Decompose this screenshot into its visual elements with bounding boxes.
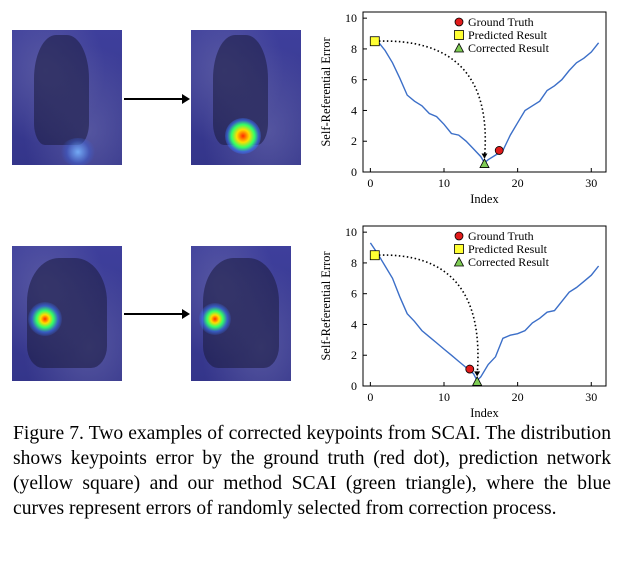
legend-corrected-marker [453, 256, 465, 267]
corrected-marker [479, 158, 490, 168]
correction-path [374, 254, 479, 376]
x-tick-label: 10 [438, 176, 450, 190]
ground-truth-marker [494, 146, 504, 155]
y-tick-label: 6 [351, 287, 357, 301]
x-tick-label: 10 [438, 390, 450, 404]
arrow-right-1 [124, 94, 190, 104]
x-axis-label: Index [470, 406, 499, 420]
corrected-marker [471, 376, 483, 386]
y-tick-label: 10 [345, 225, 357, 239]
plot-frame [362, 225, 607, 387]
y-axis-label: Self-Referential Error [319, 251, 333, 361]
error-chart-1: 0 10 20 30 0 2 4 6 8 10 Index Self-Referential Erro… [319, 11, 607, 206]
error-curve [369, 242, 600, 382]
x-tick-label: 0 [367, 390, 373, 404]
y-tick-label: 0 [351, 165, 357, 179]
legend-entry: Corrected Result [468, 255, 550, 269]
arrow-right-2 [124, 309, 190, 319]
legend-entry: Ground Truth [468, 15, 534, 29]
legend-entry: Predicted Result [468, 28, 548, 42]
y-tick-label: 8 [351, 256, 357, 270]
y-tick-label: 4 [351, 103, 357, 117]
legend-predicted-marker [454, 30, 464, 40]
x-tick-label: 0 [367, 176, 373, 190]
legend-predicted-marker [454, 244, 464, 254]
y-axis-label: Self-Referential Error [319, 37, 333, 147]
x-tick-label: 30 [585, 176, 597, 190]
legend-corrected-marker [453, 42, 465, 53]
legend-entry: Ground Truth [468, 229, 534, 243]
heatmap-peak [28, 302, 62, 336]
x-axis-label: Index [470, 192, 499, 206]
legend-ground-truth-marker [454, 231, 464, 241]
heatmap-input-2 [12, 246, 122, 381]
predicted-marker [369, 36, 380, 47]
legend-ground-truth-marker [454, 17, 464, 27]
heatmap-blob [60, 138, 96, 165]
figure-caption: Figure 7. Two examples of corrected keyp… [13, 423, 611, 519]
heatmap-output-2 [191, 246, 291, 381]
person-silhouette [34, 35, 89, 145]
y-tick-label: 4 [351, 317, 357, 331]
heatmap-peak [225, 118, 261, 154]
plot-frame [362, 11, 607, 173]
ground-truth-marker [465, 364, 475, 374]
x-tick-label: 30 [585, 390, 597, 404]
correction-arrowhead [481, 153, 488, 159]
legend-entry: Predicted Result [468, 242, 548, 256]
error-curve [377, 40, 600, 164]
y-tick-label: 0 [351, 379, 357, 393]
predicted-marker [369, 250, 380, 261]
heatmap-input-1 [12, 30, 122, 165]
error-chart-2: 0 10 20 30 0 2 4 6 8 10 Index Self-Referential Erro… [319, 225, 607, 420]
y-tick-label: 2 [351, 134, 357, 148]
x-tick-label: 20 [512, 176, 524, 190]
y-tick-label: 10 [345, 11, 357, 25]
heatmap-peak [199, 303, 231, 335]
y-tick-label: 8 [351, 42, 357, 56]
y-tick-label: 6 [351, 73, 357, 87]
correction-arrowhead [474, 371, 481, 377]
x-tick-label: 20 [512, 390, 524, 404]
legend-entry: Corrected Result [468, 41, 550, 55]
heatmap-output-1 [191, 30, 301, 165]
correction-path [374, 40, 487, 158]
y-tick-label: 2 [351, 348, 357, 362]
